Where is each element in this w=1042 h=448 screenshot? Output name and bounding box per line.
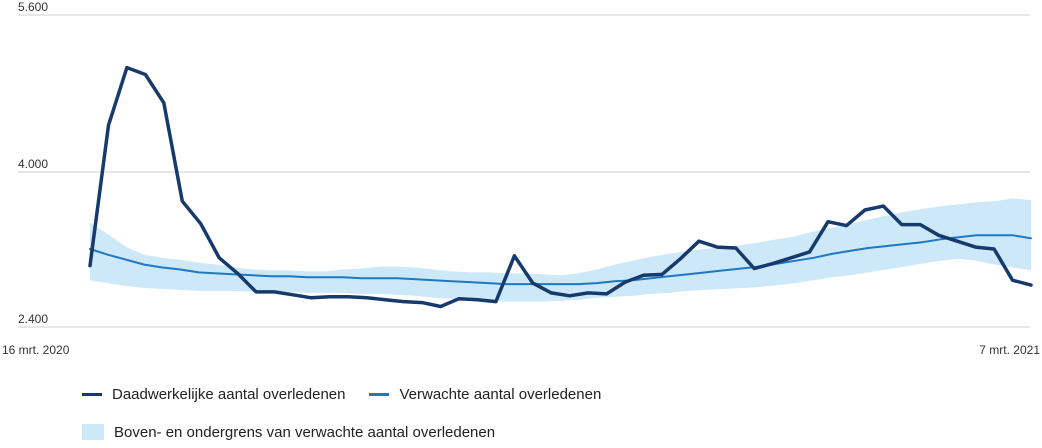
- band-area: [90, 198, 1031, 302]
- legend-swatch-expected: [369, 392, 390, 396]
- x-end-label: 7 mrt. 2021: [979, 343, 1040, 357]
- ytick-label: 4.000: [18, 157, 48, 171]
- legend-swatch-band: [82, 424, 104, 440]
- series-line-expected: [89, 234, 1032, 286]
- legend-item-band: Boven- en ondergrens van verwachte aanta…: [82, 424, 495, 441]
- legend-item-actual: Daadwerkelijke aantal overledenen: [82, 386, 345, 403]
- legend-label-band: Boven- en ondergrens van verwachte aanta…: [114, 423, 496, 441]
- legend-label-actual: Daadwerkelijke aantal overledenen: [112, 385, 346, 403]
- x-start-label: 16 mrt. 2020: [2, 343, 70, 357]
- grid-layer: [18, 14, 1030, 328]
- mortality-line-chart: 5.600 4.000 2.400 16 mrt. 2020 7 mrt. 20…: [2, 0, 1040, 357]
- series-line-actual: [88, 65, 1033, 309]
- legend-swatch-actual: [82, 392, 102, 396]
- legend-label-expected: Verwachte aantal overledenen: [399, 385, 602, 403]
- legend: Daadwerkelijke aantal overledenen Verwac…: [82, 380, 625, 446]
- legend-row: Boven- en ondergrens van verwachte aanta…: [82, 418, 625, 446]
- legend-row: Daadwerkelijke aantal overledenen Verwac…: [82, 380, 625, 408]
- legend-item-expected: Verwachte aantal overledenen: [369, 386, 601, 403]
- ytick-label: 5.600: [18, 0, 48, 14]
- y-axis-ticks: 5.600 4.000 2.400: [18, 0, 48, 326]
- data-layer: [88, 65, 1033, 309]
- ytick-label: 2.400: [18, 312, 48, 326]
